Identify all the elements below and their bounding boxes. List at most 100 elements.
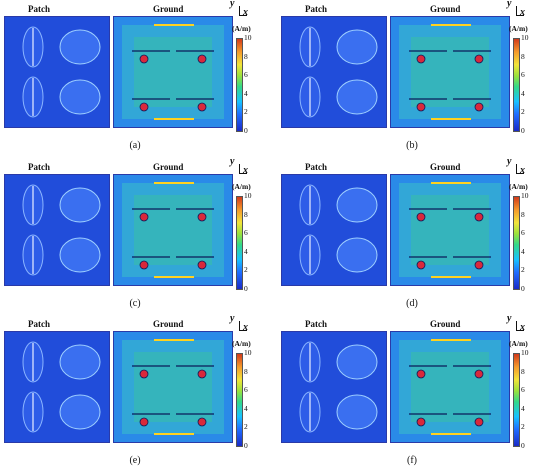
y-axis-line: [239, 6, 240, 16]
figure-panel: Patch Ground y x: [277, 313, 547, 471]
ground-map-graphic: [114, 332, 232, 442]
colorbar-tick-label: 4: [521, 246, 525, 256]
panel-label: (d): [406, 298, 418, 309]
axis-indicator: y x: [230, 0, 250, 22]
colorbar-ticks: 10 8 6 4 2 0: [521, 191, 537, 293]
colorbar-tick-label: 4: [521, 88, 525, 98]
colorbar-tick-label: 8: [521, 366, 525, 376]
patch-header: Patch: [28, 4, 50, 14]
ground-header: Ground: [430, 319, 461, 329]
patch-map-graphic: [5, 175, 109, 285]
colorbar-unit: (A/m): [232, 182, 251, 191]
x-axis-label: x: [243, 322, 248, 333]
ground-header: Ground: [430, 162, 461, 172]
y-axis-line: [239, 164, 240, 174]
colorbar-tick-label: 6: [521, 385, 525, 395]
colorbar: [513, 353, 520, 447]
y-axis-label: y: [230, 156, 235, 167]
y-axis-label: y: [507, 156, 512, 167]
x-axis-label: x: [243, 165, 248, 176]
panel-label: (b): [406, 140, 418, 151]
colorbar-ticks: 10 8 6 4 2 0: [244, 33, 260, 135]
y-axis-label: y: [230, 313, 235, 324]
patch-map-graphic: [282, 17, 386, 127]
y-axis-label: y: [507, 0, 512, 9]
x-axis-line: [239, 15, 247, 16]
x-axis-label: x: [520, 7, 525, 18]
colorbar-tick-label: 8: [521, 209, 525, 219]
x-axis-label: x: [520, 165, 525, 176]
patch-map-graphic: [282, 332, 386, 442]
ground-map-graphic: [114, 175, 232, 285]
figure-panel: Patch Ground y x: [277, 156, 547, 314]
patch-current-map: [281, 174, 387, 286]
x-axis-line: [516, 173, 524, 174]
colorbar-tick-label: 10: [521, 33, 529, 42]
panel-label: (f): [407, 455, 417, 466]
ground-header: Ground: [153, 4, 184, 14]
patch-header: Patch: [28, 319, 50, 329]
ground-map-graphic: [114, 17, 232, 127]
colorbar-tick-label: 2: [521, 265, 525, 275]
colorbar-tick-label: 0: [244, 126, 248, 135]
colorbar-ticks: 10 8 6 4 2 0: [244, 348, 260, 450]
colorbar-tick-label: 8: [244, 51, 248, 61]
patch-header: Patch: [28, 162, 50, 172]
panel-label: (a): [129, 140, 141, 151]
ground-current-map: [113, 174, 233, 286]
colorbar-unit: (A/m): [509, 24, 528, 33]
colorbar-tick-label: 6: [244, 228, 248, 238]
ground-header: Ground: [153, 162, 184, 172]
panel-label: (e): [129, 455, 141, 466]
x-axis-line: [239, 330, 247, 331]
figure-panel: Patch Ground y x: [277, 0, 547, 156]
patch-current-map: [4, 331, 110, 443]
x-axis-line: [516, 15, 524, 16]
colorbar-tick-label: 10: [244, 348, 252, 357]
x-axis-label: x: [243, 7, 248, 18]
colorbar-tick-label: 8: [244, 366, 248, 376]
patch-header: Patch: [305, 4, 327, 14]
ground-current-map: [113, 16, 233, 128]
y-axis-label: y: [230, 0, 235, 9]
patch-current-map: [281, 331, 387, 443]
colorbar-unit: (A/m): [232, 24, 251, 33]
ground-map-graphic: [391, 175, 509, 285]
colorbar-ticks: 10 8 6 4 2 0: [521, 33, 537, 135]
colorbar-tick-label: 10: [244, 191, 252, 200]
axis-indicator: y x: [507, 0, 527, 22]
colorbar: [236, 353, 243, 447]
y-axis-line: [516, 321, 517, 331]
ground-current-map: [390, 331, 510, 443]
colorbar-unit: (A/m): [232, 339, 251, 348]
colorbar-tick-label: 2: [521, 107, 525, 117]
colorbar-tick-label: 0: [244, 284, 248, 293]
colorbar-unit: (A/m): [509, 339, 528, 348]
colorbar-tick-label: 0: [244, 441, 248, 450]
colorbar-tick-label: 2: [244, 107, 248, 117]
x-axis-line: [516, 330, 524, 331]
patch-current-map: [4, 174, 110, 286]
ground-current-map: [390, 174, 510, 286]
colorbar: [513, 38, 520, 132]
patch-current-map: [4, 16, 110, 128]
panel-label: (c): [129, 298, 141, 309]
colorbar-tick-label: 4: [244, 403, 248, 413]
colorbar-ticks: 10 8 6 4 2 0: [244, 191, 260, 293]
patch-map-graphic: [282, 175, 386, 285]
ground-map-graphic: [391, 17, 509, 127]
colorbar-tick-label: 8: [244, 209, 248, 219]
colorbar-tick-label: 6: [244, 70, 248, 80]
axis-indicator: y x: [230, 156, 250, 180]
colorbar-tick-label: 4: [244, 246, 248, 256]
x-axis-line: [239, 173, 247, 174]
colorbar-tick-label: 6: [521, 70, 525, 80]
ground-map-graphic: [391, 332, 509, 442]
patch-map-graphic: [5, 17, 109, 127]
colorbar: [236, 196, 243, 290]
ground-header: Ground: [153, 319, 184, 329]
colorbar-tick-label: 2: [521, 422, 525, 432]
colorbar-tick-label: 6: [244, 385, 248, 395]
axis-indicator: y x: [507, 156, 527, 180]
patch-header: Patch: [305, 162, 327, 172]
